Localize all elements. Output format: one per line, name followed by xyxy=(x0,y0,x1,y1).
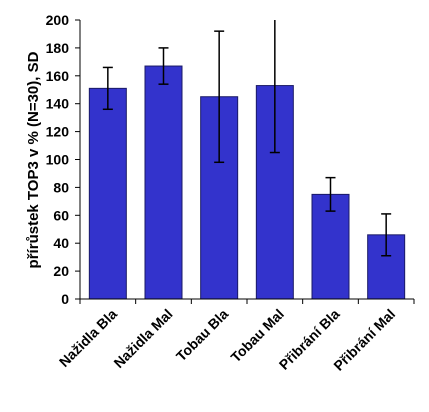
y-tick-label: 40 xyxy=(53,235,69,251)
bars xyxy=(88,65,406,300)
y-tick-label: 100 xyxy=(46,152,70,168)
y-tick-label: 0 xyxy=(61,291,69,307)
y-tick-label: 200 xyxy=(46,12,70,28)
y-tick-label: 140 xyxy=(46,96,70,112)
x-tick-label: Tobau Mal xyxy=(227,306,287,366)
bar xyxy=(88,87,127,300)
y-tick-label: 160 xyxy=(46,68,70,84)
y-tick-label: 20 xyxy=(53,263,69,279)
y-tick-label: 120 xyxy=(46,124,70,140)
x-tick-label: Tobau Bla xyxy=(173,306,232,365)
y-tick-label: 60 xyxy=(53,207,69,223)
bar xyxy=(144,65,183,300)
y-axis: 0 20 40 60 80 100 120 140 160 180 200 xyxy=(46,12,81,307)
y-tick-label: 80 xyxy=(53,179,69,195)
y-axis-title: přírůstek TOP3 v % (N=30), SD xyxy=(25,51,42,268)
error-bars xyxy=(102,20,392,257)
x-tick-label: Nažidla Mal xyxy=(110,306,175,371)
y-tick-label: 180 xyxy=(46,40,70,56)
